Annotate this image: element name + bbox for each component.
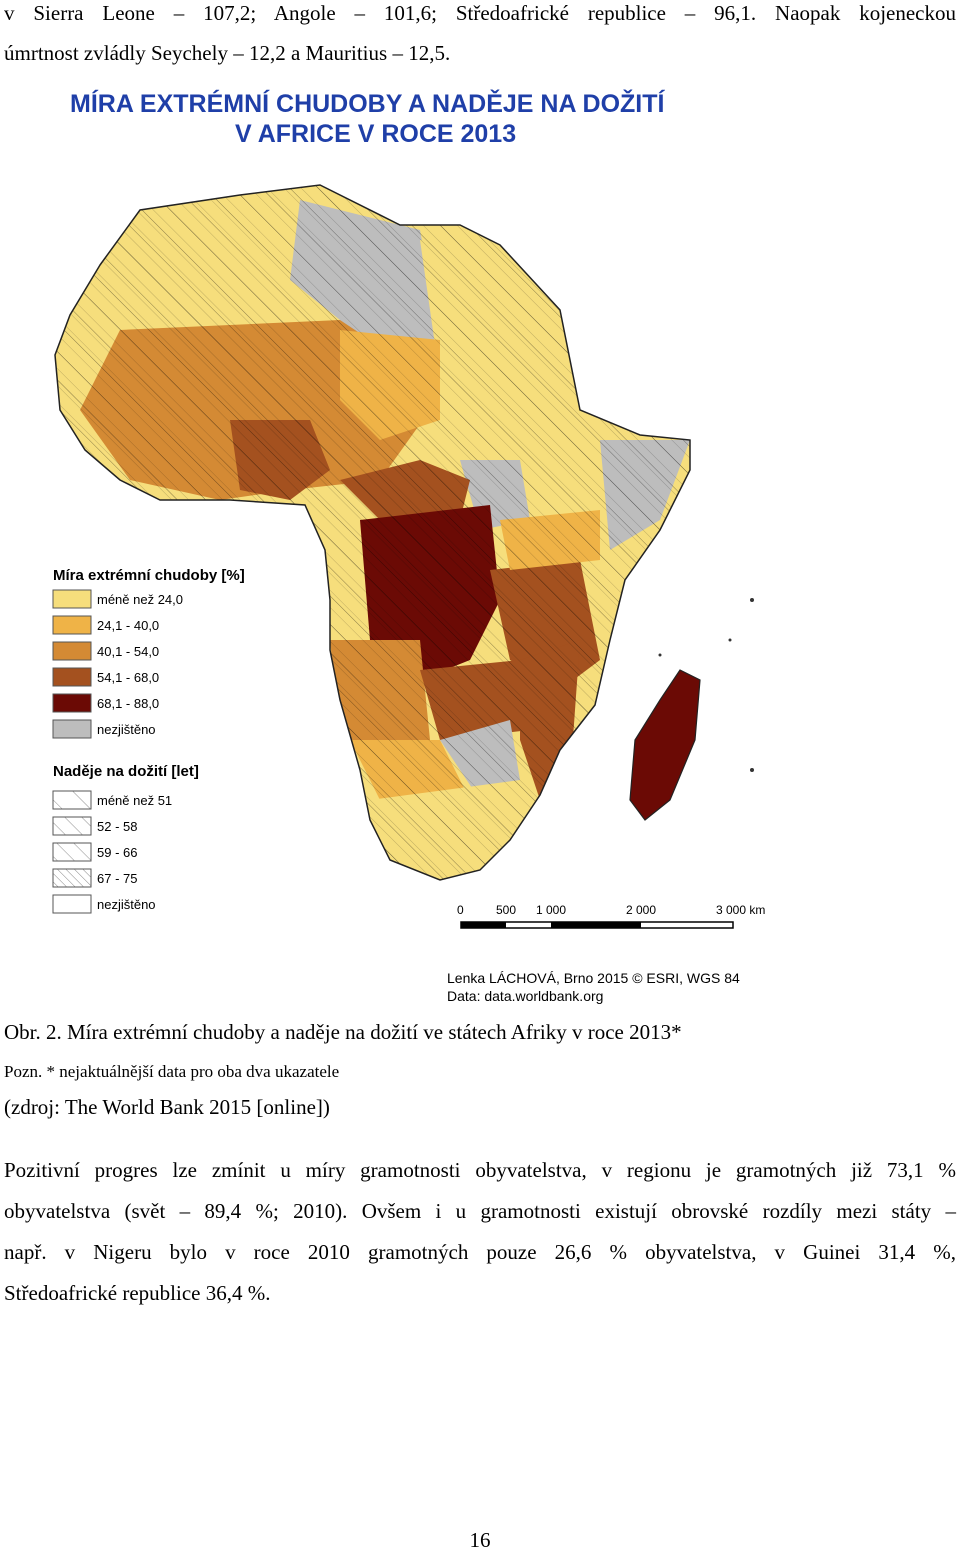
legend-hatch [52,816,92,836]
legend-hatch [52,790,92,810]
legend-label: 52 - 58 [97,819,137,834]
paragraph-line: Pozitivní progres lze zmínit u míry gram… [4,1158,956,1182]
text-line: v Sierra Leone – 107,2; Angole – 101,6; … [4,1,956,25]
scale-label: 0 [457,903,464,917]
legend-swatch [52,589,92,609]
legend-label: méně než 51 [97,793,172,808]
legend-swatch [52,615,92,635]
legend-title: Naděje na dožití [let] [53,763,199,780]
legend-label: 40,1 - 54,0 [97,644,159,659]
legend-swatch [52,894,92,914]
figure-caption: Obr. 2. Míra extrémní chudoby a naděje n… [4,1020,682,1044]
map-credit: Lenka LÁCHOVÁ, Brno 2015 © ESRI, WGS 84 [447,970,740,986]
scale-bar: 0 500 1 000 2 000 3 000 km [457,903,765,929]
scale-label: 1 000 [536,903,566,917]
legend-label: méně než 24,0 [97,592,183,607]
africa-map-figure: MÍRA EXTRÉMNÍ CHUDOBY A NADĚJE NA DOŽITÍ… [52,88,765,1004]
paragraph-line: např. v Nigeru bylo v roce 2010 gramotný… [4,1240,956,1264]
legend-label: 67 - 75 [97,871,137,886]
legend-swatch [52,693,92,713]
legend-label: 54,1 - 68,0 [97,670,159,685]
legend-label: 68,1 - 88,0 [97,696,159,711]
legend-label: 59 - 66 [97,845,137,860]
scale-label: 500 [496,903,516,917]
legend-life: Naděje na dožití [let] méně než 51 52 - 5… [52,763,199,914]
paragraph-line: obyvatelstva (svět – 89,4 %; 2010). Ovše… [4,1199,956,1223]
map-credit: Data: data.worldbank.org [447,988,603,1004]
legend-label: nezjištěno [97,722,156,737]
madagascar [629,669,701,821]
paragraph-line: Středoafrické republice 36,4 %. [4,1281,271,1305]
figure-note: Pozn. * nejaktuálnější data pro oba dva … [4,1062,340,1081]
legend-poverty: Míra extrémní chudoby [%] méně než 24,0 2… [52,567,245,739]
legend-label: nezjištěno [97,897,156,912]
page-number: 16 [469,1528,491,1552]
legend-hatch [52,868,92,888]
legend-hatch [52,842,92,862]
figure-source: (zdroj: The World Bank 2015 [online]) [4,1095,330,1119]
legend-swatch [52,641,92,661]
scale-label: 2 000 [626,903,656,917]
legend-label: 24,1 - 40,0 [97,618,159,633]
scale-label: 3 000 km [716,903,765,917]
legend-title: Míra extrémní chudoby [%] [53,567,245,584]
africa-map [55,185,690,880]
legend-swatch [52,667,92,687]
map-title: V AFRICE V ROCE 2013 [235,120,516,148]
legend-swatch [52,719,92,739]
map-title: MÍRA EXTRÉMNÍ CHUDOBY A NADĚJE NA DOŽITÍ [70,88,666,118]
text-line: úmrtnost zvládly Seychely – 12,2 a Mauri… [4,41,451,65]
